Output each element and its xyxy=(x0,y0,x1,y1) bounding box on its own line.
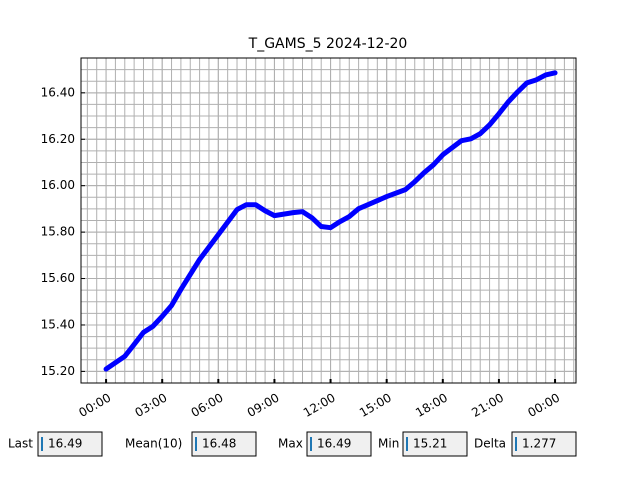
text-box[interactable] xyxy=(402,431,468,457)
x-tick-label: 00:00 xyxy=(525,391,562,420)
widget-label: Mean(10) xyxy=(125,437,182,451)
x-tick-label: 12:00 xyxy=(301,391,338,420)
y-tick-label: 15.40 xyxy=(41,317,75,331)
x-tick-label: 21:00 xyxy=(469,391,506,420)
data-line xyxy=(103,70,558,372)
text-box-value: 1.277 xyxy=(522,437,556,451)
widget-label: Max xyxy=(278,437,303,451)
widget-label: Last xyxy=(8,437,33,451)
text-box-value: 15.21 xyxy=(413,437,447,451)
x-tick-label: 06:00 xyxy=(189,391,226,420)
text-box[interactable] xyxy=(37,431,103,457)
y-tick-label: 16.40 xyxy=(41,85,75,99)
chart-title: T_GAMS_5 2024-12-20 xyxy=(248,36,408,52)
x-tick-label: 18:00 xyxy=(413,391,450,420)
plot-frame xyxy=(80,57,577,384)
text-box[interactable] xyxy=(511,431,577,457)
x-tick-label: 09:00 xyxy=(245,391,282,420)
widget-label: Min xyxy=(378,437,399,451)
widget-label: Delta xyxy=(474,437,506,451)
text-box[interactable] xyxy=(191,431,257,457)
x-tick-label: 03:00 xyxy=(132,391,169,420)
y-tick-label: 15.20 xyxy=(41,364,75,378)
y-tick-label: 15.80 xyxy=(41,225,75,239)
text-box-value: 16.48 xyxy=(202,437,236,451)
text-box[interactable] xyxy=(306,431,372,457)
y-tick-label: 15.60 xyxy=(41,271,75,285)
text-box-value: 16.49 xyxy=(48,437,82,451)
y-tick-label: 16.00 xyxy=(41,178,75,192)
x-tick-label: 15:00 xyxy=(357,391,394,420)
y-tick-label: 16.20 xyxy=(41,132,75,146)
x-tick-label: 00:00 xyxy=(76,391,113,420)
text-box-value: 16.49 xyxy=(317,437,351,451)
